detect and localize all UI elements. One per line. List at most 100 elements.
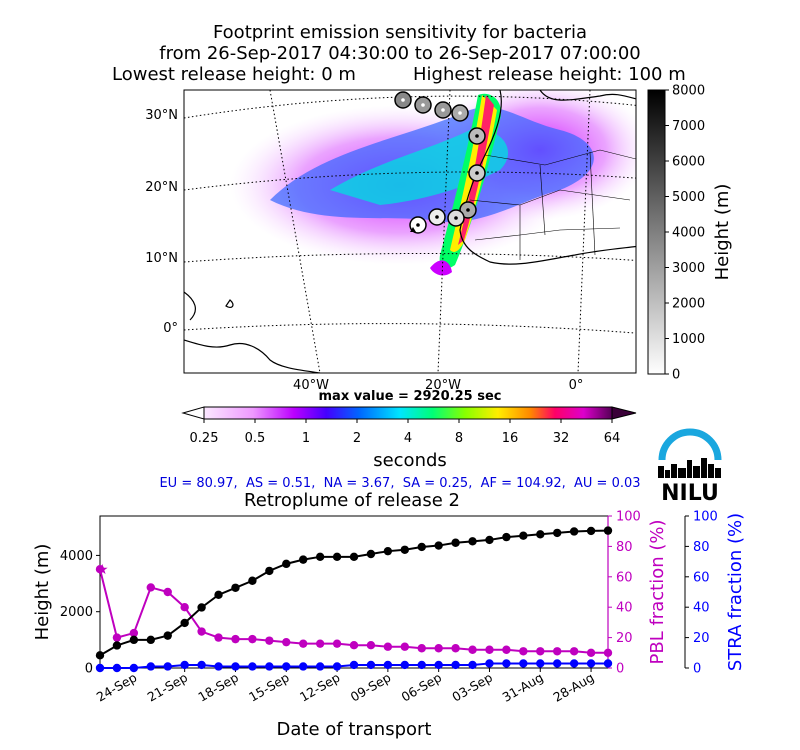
y-left-label: Height (m) <box>32 544 53 641</box>
series-point-stra-fraction <box>163 662 172 671</box>
height-colorbar-tick-label: 0 <box>672 368 680 383</box>
series-point-stra-fraction <box>400 660 409 670</box>
series-point-height <box>332 552 342 562</box>
series-point-stra-fraction <box>197 660 206 670</box>
region-fractions-text: EU = 80.97, AS = 0.51, NA = 3.67, SA = 0… <box>159 476 641 491</box>
height-colorbar-ticks: 0 1000 2000 3000 4000 5000 6000 7000 8000 <box>665 84 705 383</box>
series-point-stra-fraction <box>315 662 325 671</box>
series-point-stra-fraction <box>349 660 359 670</box>
plume-cyan <box>330 129 509 205</box>
x-tick-label: 28-Aug <box>550 670 596 705</box>
series-point-height <box>214 590 223 600</box>
sensitivity-colorbar-max-arrow <box>611 406 637 420</box>
lon-label-40w: 40°W <box>293 378 329 393</box>
height-colorbar-tick-label: 8000 <box>672 84 705 99</box>
series-point-stra-fraction <box>502 659 511 668</box>
y-right1-tick-label: 60 <box>616 570 633 585</box>
series-point-pbl-fraction <box>163 587 172 597</box>
sensitivity-colorbar-tick-label: 1 <box>302 431 310 446</box>
series-point-pbl-fraction <box>400 642 409 651</box>
series-point-stra-fraction <box>214 662 223 671</box>
series-point-height <box>451 538 460 547</box>
sensitivity-colorbar-gradient <box>203 406 613 420</box>
y-axis-right-pbl: 0 20 40 60 80 100 <box>607 510 641 677</box>
series-point-stra-fraction <box>586 659 596 668</box>
sensitivity-colorbar-tick-label: 16 <box>502 431 519 446</box>
sensitivity-colorbar-tick-label: 0.5 <box>245 431 266 446</box>
series-point-height <box>586 526 596 536</box>
series-point-pbl-fraction <box>197 627 206 636</box>
series-point-stra-fraction <box>299 662 308 671</box>
graticule <box>184 90 636 373</box>
series-point-pbl-fraction <box>248 634 257 644</box>
series-point-pbl-fraction <box>282 637 291 647</box>
release-location-marker <box>410 227 416 232</box>
retroplume-chart: Retroplume of release 2 24-Sep 21-Sep 18-S… <box>32 490 746 740</box>
series-point-pbl-fraction <box>231 634 240 644</box>
y-right2-tick-label: 40 <box>693 601 710 616</box>
series-point-pbl-fraction <box>603 648 613 657</box>
series-point-height <box>366 549 376 559</box>
country-borders <box>469 149 636 260</box>
series-point-pbl-fraction <box>569 647 579 656</box>
series-point-stra-fraction <box>468 660 477 670</box>
series-point-height <box>282 559 291 569</box>
start-star-marker: ★ <box>96 562 109 578</box>
y-right1-tick-label: 0 <box>616 662 624 677</box>
series-point-pbl-fraction <box>299 639 308 648</box>
series-point-stra-fraction <box>366 660 376 670</box>
series-point-stra-fraction <box>485 659 494 668</box>
series-point-stra-fraction <box>553 659 562 668</box>
sensitivity-colorbar-tick-label: 64 <box>604 431 621 446</box>
series-point-pbl-fraction <box>468 645 477 654</box>
x-tick-label: 03-Sep <box>449 670 495 705</box>
x-tick-label: 24-Sep <box>94 670 140 705</box>
series-point-stra-fraction <box>417 660 426 670</box>
series-point-height <box>95 651 105 660</box>
logo-arc <box>658 428 722 461</box>
coastlines <box>184 90 636 373</box>
x-tick-label: 31-Aug <box>500 670 546 705</box>
series-point-pbl-fraction <box>536 647 545 656</box>
footprint-map: 30°N 20°N 10°N 0° 40°W 20°W 0° max value… <box>145 89 637 404</box>
series-point-stra-fraction <box>95 663 105 673</box>
series-point-pbl-fraction <box>180 603 189 612</box>
series-point-pbl-fraction <box>519 647 528 656</box>
height-colorbar-tick-label: 1000 <box>672 332 705 347</box>
series-point-pbl-fraction <box>112 633 122 642</box>
series-point-pbl-fraction <box>129 628 139 638</box>
x-tick-label: 09-Sep <box>348 670 394 705</box>
sensitivity-colorbar-label: seconds <box>373 450 447 471</box>
y-right2-label: STRA fraction (%) <box>725 513 746 671</box>
height-colorbar-tick-label: 6000 <box>672 155 705 170</box>
height-colorbar-gradient <box>647 89 666 375</box>
series-point-stra-fraction <box>451 660 460 670</box>
series-point-height <box>519 531 528 540</box>
series-point-height <box>400 545 409 554</box>
y-axis-left: 0 2000 4000 <box>60 549 100 677</box>
logo-skyline <box>658 458 721 478</box>
max-value-label: max value = 2920.25 sec <box>319 389 502 404</box>
series-point-stra-fraction <box>129 663 139 673</box>
map-content <box>184 90 636 373</box>
sensitivity-colorbar-min-arrow <box>181 406 205 420</box>
series-point-stra-fraction <box>282 662 291 671</box>
series-point-stra-fraction <box>383 660 393 670</box>
series-point-stra-fraction <box>112 663 122 673</box>
height-colorbar-tick-label: 3000 <box>672 261 705 276</box>
y-right2-tick-label: 0 <box>693 662 701 677</box>
sensitivity-colorbar-tick-label: 2 <box>353 431 361 446</box>
lat-label-10n: 10°N <box>145 251 178 266</box>
x-tick-label: 12-Sep <box>297 670 343 705</box>
series-point-pbl-fraction <box>485 645 494 654</box>
series-point-height <box>417 542 426 552</box>
series-point-pbl-fraction <box>146 583 155 592</box>
sensitivity-colorbar-tick-label: 0.25 <box>190 431 219 446</box>
series-point-pbl-fraction <box>586 648 596 657</box>
figure-title-line1: Footprint emission sensitivity for bacte… <box>212 22 588 43</box>
series-point-pbl-fraction <box>315 639 325 648</box>
series-line-pbl-fraction <box>99 568 608 654</box>
height-colorbar-tick-label: 7000 <box>672 119 705 134</box>
series-point-pbl-fraction <box>349 641 359 650</box>
series-point-stra-fraction <box>180 660 189 670</box>
